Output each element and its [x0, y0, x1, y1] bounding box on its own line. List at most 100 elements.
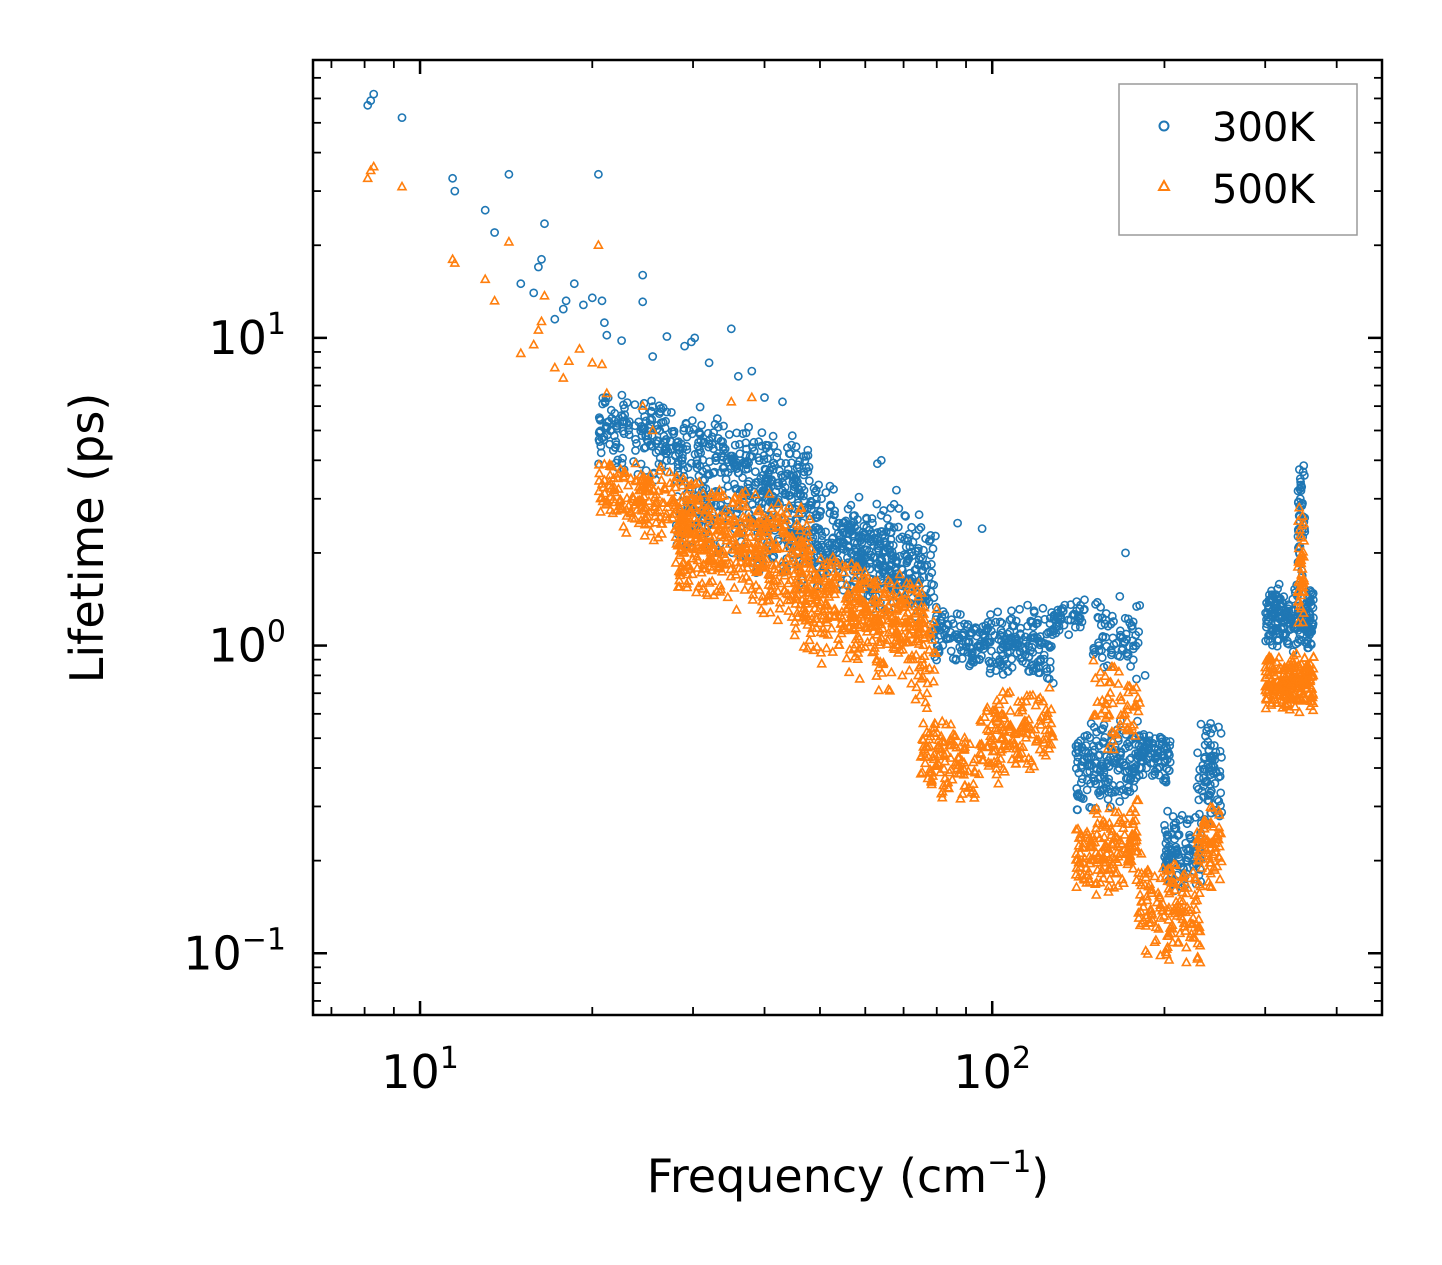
- data-point: [744, 531, 756, 542]
- data-point: [610, 442, 620, 452]
- data-point: [829, 510, 839, 520]
- data-point: [751, 467, 760, 477]
- data-point: [872, 582, 884, 593]
- data-point: [1088, 654, 1099, 665]
- data-point: [984, 735, 996, 745]
- data-point: [1105, 676, 1116, 687]
- data-point: [1018, 644, 1028, 653]
- data-point: [1281, 700, 1293, 711]
- data-point: [673, 526, 685, 536]
- data-point: [866, 634, 878, 645]
- data-point: [790, 622, 802, 633]
- data-point: [1298, 687, 1309, 698]
- data-point: [686, 506, 697, 516]
- data-point: [911, 633, 922, 644]
- data-point: [1072, 784, 1082, 793]
- data-point: [747, 594, 759, 604]
- data-point: [1308, 651, 1320, 661]
- data-point: [781, 458, 791, 468]
- data-point: [968, 792, 980, 802]
- data-point: [1165, 875, 1177, 886]
- data-point: [936, 791, 948, 802]
- data-point: [634, 496, 646, 507]
- data-point: [1298, 534, 1310, 545]
- data-point: [940, 630, 949, 640]
- data-point: [1088, 804, 1100, 815]
- data-point: [826, 622, 837, 633]
- data-point: [901, 577, 913, 588]
- data-point: [1021, 637, 1031, 646]
- data-point: [914, 510, 924, 520]
- data-point: [594, 169, 603, 179]
- data-point: [1121, 761, 1131, 770]
- data-point: [819, 572, 830, 583]
- data-point: [1185, 815, 1195, 825]
- data-point: [787, 431, 797, 441]
- data-point: [618, 470, 629, 481]
- data-point: [529, 288, 539, 298]
- data-point: [841, 652, 853, 663]
- data-point: [1141, 890, 1153, 901]
- data-point: [636, 421, 646, 431]
- data-point: [765, 512, 776, 522]
- data-point: [1193, 748, 1202, 758]
- data-point: [707, 515, 718, 526]
- data-point: [725, 395, 737, 406]
- data-point: [687, 552, 699, 563]
- data-point: [1301, 638, 1310, 647]
- data-point: [712, 491, 723, 501]
- data-point: [1007, 734, 1019, 745]
- data-point: [939, 772, 951, 783]
- data-point: [1003, 629, 1013, 639]
- data-point: [1268, 640, 1277, 650]
- data-point: [928, 544, 938, 554]
- data-point: [820, 566, 832, 577]
- data-point: [1013, 706, 1024, 717]
- data-point: [624, 420, 634, 430]
- data-point: [1192, 850, 1204, 861]
- data-point: [990, 722, 1002, 733]
- data-point: [1284, 600, 1293, 610]
- data-point: [764, 488, 775, 498]
- data-point: [891, 624, 903, 635]
- data-point: [1288, 611, 1298, 621]
- data-point: [1037, 638, 1046, 648]
- data-point: [1042, 667, 1052, 676]
- data-point: [1211, 768, 1221, 778]
- data-point: [618, 426, 628, 436]
- data-point: [1202, 777, 1212, 787]
- data-point: [894, 568, 906, 579]
- data-point: [1295, 465, 1304, 474]
- data-point: [728, 565, 740, 576]
- data-point: [983, 760, 995, 770]
- data-point: [849, 572, 861, 582]
- data-point: [802, 642, 813, 653]
- data-point: [1292, 561, 1304, 571]
- data-point: [621, 492, 633, 503]
- data-point: [699, 539, 711, 550]
- data-point: [1123, 839, 1135, 850]
- data-point: [638, 297, 648, 307]
- data-point: [1124, 680, 1135, 691]
- data-point: [687, 416, 697, 425]
- data-point: [906, 677, 917, 688]
- data-point: [913, 577, 925, 588]
- data-point: [991, 666, 1001, 675]
- data-point: [1046, 727, 1058, 737]
- data-point: [702, 554, 714, 564]
- data-point: [654, 446, 664, 455]
- data-point: [929, 717, 941, 728]
- data-point: [871, 655, 883, 666]
- data-point: [1074, 768, 1084, 778]
- data-point: [765, 606, 776, 617]
- data-point: [1192, 833, 1204, 844]
- data-point: [662, 444, 671, 454]
- data-point: [859, 577, 870, 588]
- data-point: [770, 537, 782, 548]
- data-point: [821, 488, 831, 497]
- data-point: [704, 561, 716, 571]
- data-point: [1204, 745, 1214, 755]
- data-point: [806, 500, 816, 510]
- data-point: [1136, 879, 1147, 890]
